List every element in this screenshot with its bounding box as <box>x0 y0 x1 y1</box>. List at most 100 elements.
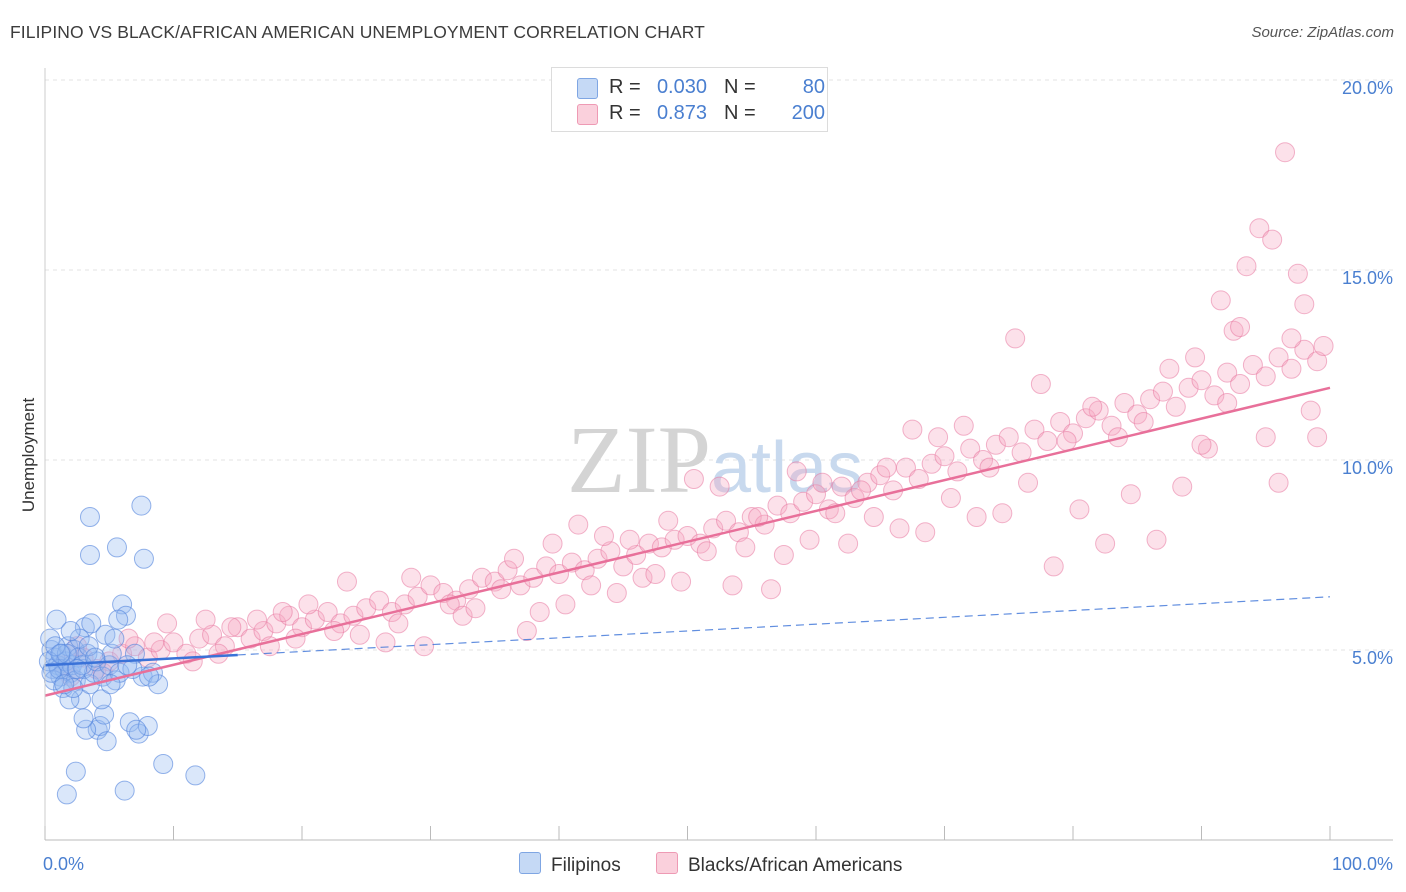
blacks-point <box>1005 328 1026 349</box>
blacks-point <box>863 507 884 527</box>
blacks-point <box>902 419 923 440</box>
blacks-point <box>767 495 788 516</box>
blacks-point <box>388 613 409 634</box>
blacks-point <box>1230 374 1251 394</box>
blacks-point <box>144 632 165 653</box>
blacks-point <box>1191 370 1212 391</box>
blacks-point <box>773 545 794 565</box>
blacks-point <box>619 529 640 550</box>
filipino-point <box>106 537 127 558</box>
filipino-point <box>46 609 67 630</box>
legend-n-label: N = <box>724 102 756 124</box>
blacks-trendline <box>44 386 1331 697</box>
filipino-point <box>81 613 102 634</box>
blacks-point <box>1082 396 1103 417</box>
blacks-point <box>928 427 949 448</box>
blacks-point <box>202 624 223 645</box>
blacks-point <box>1242 355 1263 375</box>
blacks-point <box>1197 438 1218 459</box>
filipino-trendline-dashed <box>237 596 1331 656</box>
blacks-point <box>497 560 518 581</box>
blacks-point <box>1268 347 1289 368</box>
filipino-point <box>124 643 145 664</box>
blacks-point <box>1050 412 1071 432</box>
bottom-legend-label-filipinos: Filipinos <box>551 855 621 876</box>
blacks-point <box>1281 328 1302 349</box>
blacks-point <box>1236 256 1257 277</box>
blacks-point <box>1230 317 1251 337</box>
blacks-point <box>1268 472 1289 493</box>
filipino-point <box>101 643 122 664</box>
filipino-point <box>126 719 147 740</box>
blacks-point <box>1185 347 1206 368</box>
blacks-point <box>838 533 859 554</box>
blacks-point <box>953 415 974 436</box>
watermark-atlas: atlas <box>711 428 863 508</box>
legend-swatch-blacks <box>577 104 598 125</box>
blacks-point <box>253 621 274 641</box>
blacks-point <box>1255 427 1276 448</box>
blacks-point <box>1217 362 1238 383</box>
filipino-point <box>60 621 81 641</box>
blacks-point <box>157 613 178 634</box>
y-tick-label: 15.0% <box>1342 268 1393 288</box>
blacks-point <box>1204 385 1225 406</box>
blacks-point <box>227 617 248 638</box>
blacks-point <box>850 480 871 501</box>
blacks-point <box>1281 358 1302 379</box>
blacks-point <box>1307 351 1328 372</box>
filipino-point <box>114 780 135 801</box>
blacks-point <box>195 609 216 630</box>
blacks-point <box>1146 529 1167 550</box>
blacks-point <box>1152 381 1173 402</box>
blacks-point <box>1018 472 1039 493</box>
filipino-point <box>104 628 125 649</box>
blacks-point <box>638 533 659 554</box>
x-tick-max: 100.0% <box>1332 854 1393 874</box>
blacks-point <box>1287 263 1308 284</box>
blacks-point <box>529 602 550 622</box>
blacks-point <box>1101 415 1122 436</box>
y-tick-labels: 5.0% 10.0% 15.0% 20.0% <box>1342 78 1393 668</box>
blacks-point <box>555 594 576 615</box>
blacks-point <box>298 594 319 615</box>
blacks-point <box>272 602 293 622</box>
filipino-point <box>79 507 100 527</box>
trendlines <box>44 386 1331 697</box>
blacks-point <box>966 507 987 527</box>
blacks-point <box>1095 533 1116 554</box>
blacks-point <box>671 571 692 592</box>
blacks-point <box>761 579 782 600</box>
blacks-point <box>799 529 820 550</box>
blacks-point <box>1262 229 1283 250</box>
blacks-point <box>696 541 717 562</box>
filipino-point <box>133 548 154 569</box>
blacks-point <box>934 446 955 467</box>
blacks-point <box>1159 358 1180 379</box>
bottom-legend-label-blacks: Blacks/African Americans <box>688 855 903 876</box>
blacks-point <box>1037 431 1058 451</box>
filipino-point <box>185 765 206 786</box>
blacks-point <box>908 469 929 489</box>
filipino-point <box>117 655 138 676</box>
blacks-point <box>189 628 210 649</box>
blacks-point <box>285 628 306 649</box>
blacks-point <box>1133 412 1154 432</box>
blacks-point <box>542 533 563 554</box>
blacks-point <box>709 476 730 497</box>
blacks-point <box>336 571 357 592</box>
blacks-point <box>889 518 910 539</box>
filipino-point <box>79 545 100 565</box>
y-axis-label: Unemployment <box>19 398 38 513</box>
blacks-point <box>1223 320 1244 341</box>
blacks-point <box>1210 290 1231 311</box>
blacks-point <box>471 567 492 588</box>
stats-legend: R = 0.030 N = 80 R = 0.873 N = 200 <box>551 67 828 132</box>
blacks-point <box>1043 556 1064 577</box>
blacks-point <box>1140 389 1161 410</box>
axes <box>44 68 1393 841</box>
watermark: ZIPatlas <box>567 406 863 513</box>
blacks-point <box>452 605 473 626</box>
legend-r-label: R = <box>609 76 641 98</box>
